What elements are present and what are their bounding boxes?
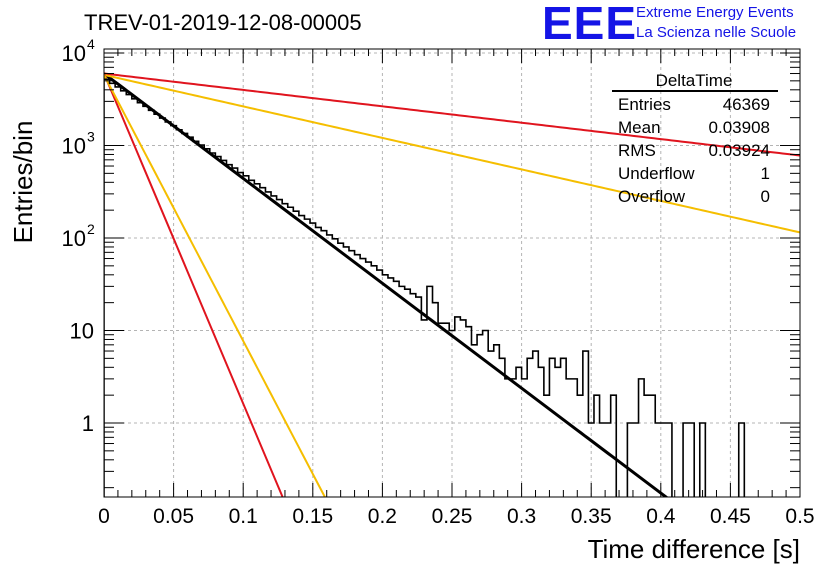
histogram-outline [104, 78, 746, 497]
stats-value-entries: 46369 [723, 95, 770, 114]
y-tick-label: 1 [82, 411, 94, 436]
stats-value-underflow: 1 [761, 164, 770, 183]
x-tick-label: 0.3 [507, 505, 536, 528]
fit-curve-red-1 [104, 72, 800, 157]
logo-subtitle-line2: La Scienza nelle Scuole [636, 24, 797, 41]
y-tick-label: 10 [70, 319, 94, 344]
x-tick-label: 0.2 [368, 505, 397, 528]
stats-label-underflow: Underflow [618, 164, 695, 183]
fit-curve-red-3 [104, 73, 284, 497]
x-tick-label: 0.05 [153, 505, 194, 528]
tick-labels: 0 0.05 0.1 0.15 0.2 0.25 0.3 0.35 0.4 0.45 0.51101… [62, 36, 815, 528]
stats-box: DeltaTime Entries 46369 Mean 0.03908 RMS… [612, 71, 778, 206]
y-tick-label: 10 [62, 41, 86, 66]
fit-curve-orange-4 [104, 74, 326, 497]
stats-label-overflow: Overflow [618, 187, 686, 206]
x-tick-label: 0.25 [432, 505, 473, 528]
x-tick-label: 0.45 [710, 505, 751, 528]
x-tick-label: 0.1 [229, 505, 258, 528]
fit-curve-orange-2 [104, 73, 800, 234]
x-axis-label: Time difference [s] [588, 534, 800, 564]
y-axis-label: Entries/bin [8, 121, 38, 244]
chart-title: TREV-01-2019-12-08-00005 [84, 10, 362, 35]
stats-value-rms: 0.03924 [709, 141, 770, 160]
stats-value-overflow: 0 [761, 187, 770, 206]
stats-label-rms: RMS [618, 141, 656, 160]
x-tick-label: 0.4 [646, 505, 676, 528]
stats-value-mean: 0.03908 [709, 118, 770, 137]
y-tick-exponent: 4 [87, 36, 95, 52]
y-tick-label: 10 [62, 226, 86, 251]
logo-subtitle-line1: Extreme Energy Events [636, 4, 794, 21]
y-tick-label: 10 [62, 134, 86, 159]
fit-curves [104, 72, 800, 497]
x-tick-label: 0 [98, 505, 110, 528]
eee-logo: EEE [542, 0, 638, 49]
stats-label-entries: Entries [618, 95, 671, 114]
stats-label-mean: Mean [618, 118, 661, 137]
x-tick-label: 0.15 [292, 505, 333, 528]
fit-curve-black-0 [104, 72, 669, 497]
y-tick-exponent: 3 [87, 129, 95, 145]
axis-ticks [103, 49, 801, 497]
stats-title: DeltaTime [656, 71, 733, 90]
x-tick-label: 0.5 [785, 505, 814, 528]
y-tick-exponent: 2 [87, 221, 95, 237]
x-tick-label: 0.35 [571, 505, 612, 528]
histogram [104, 78, 746, 497]
